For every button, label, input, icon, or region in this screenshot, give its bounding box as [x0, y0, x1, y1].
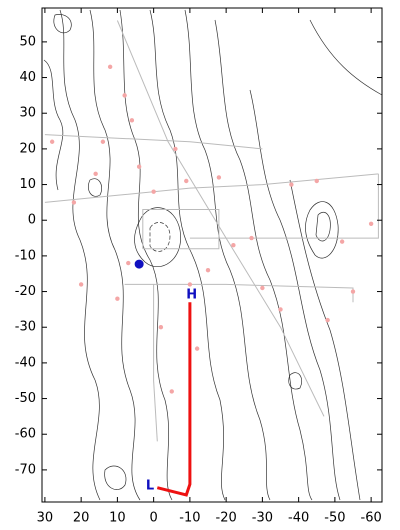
- sample-point: [151, 189, 156, 194]
- sample-point: [136, 164, 142, 169]
- track: [156, 302, 192, 497]
- y-tick-label: -30: [15, 320, 36, 335]
- sample-point: [249, 235, 254, 241]
- track: [44, 173, 379, 203]
- sample-point: [231, 242, 236, 248]
- sample-point: [368, 221, 374, 226]
- sample-point: [260, 285, 265, 291]
- y-tick-label: -40: [15, 355, 36, 370]
- sample-point: [169, 389, 174, 394]
- y-tick-label: 0: [28, 213, 36, 228]
- track: [142, 209, 220, 250]
- data-layer: [44, 20, 379, 497]
- sample-point: [278, 307, 283, 312]
- y-tick-label: 40: [19, 70, 36, 85]
- x-tick-label: -40: [288, 511, 309, 526]
- sample-point: [339, 239, 345, 244]
- y-tick-label: -10: [15, 248, 36, 263]
- track: [116, 20, 325, 417]
- sample-point: [122, 93, 127, 98]
- plot-frame: [41, 7, 383, 503]
- track: [153, 284, 158, 442]
- x-tick-label: 0: [150, 511, 158, 526]
- y-tick-label: 50: [19, 34, 36, 49]
- sample-point: [216, 175, 222, 180]
- sample-point: [158, 325, 164, 330]
- y-tick-label: -70: [15, 462, 36, 477]
- annotation: L: [146, 478, 154, 493]
- x-tick-label: -30: [252, 511, 273, 526]
- sample-point: [187, 282, 193, 287]
- x-tick-label: -10: [179, 511, 200, 526]
- x-tick-label: 10: [109, 511, 126, 526]
- y-tick-label: 30: [19, 106, 36, 121]
- sample-point: [194, 346, 200, 351]
- sample-point: [289, 182, 294, 187]
- track: [124, 283, 354, 303]
- sample-point: [350, 289, 356, 294]
- y-tick-label: 10: [19, 177, 36, 192]
- y-tick-label: -60: [15, 427, 36, 442]
- annotation: H: [186, 288, 197, 303]
- sample-point: [115, 296, 120, 301]
- track: [189, 173, 379, 239]
- sample-point: [205, 267, 211, 273]
- sample-point: [184, 178, 189, 184]
- sample-point: [100, 139, 106, 144]
- x-tick-label: -60: [361, 511, 382, 526]
- y-tick-label: -50: [15, 391, 36, 406]
- sample-point: [71, 200, 77, 205]
- position-marker: [134, 259, 144, 269]
- sample-point: [314, 178, 319, 184]
- sample-point: [173, 146, 178, 152]
- y-tick-label: -20: [15, 284, 36, 299]
- sample-point: [126, 260, 131, 266]
- sample-point: [129, 118, 135, 123]
- contours: [43, 9, 382, 501]
- x-tick-label: -50: [324, 511, 345, 526]
- sample-point: [78, 282, 84, 287]
- x-tick-label: 30: [37, 511, 54, 526]
- x-tick-label: -20: [216, 511, 237, 526]
- sample-point: [49, 139, 55, 144]
- sample-point: [93, 171, 98, 177]
- track: [44, 134, 263, 150]
- x-tick-label: 20: [73, 511, 90, 526]
- y-tick-label: 20: [19, 141, 36, 156]
- sample-point: [325, 317, 330, 323]
- sample-point: [107, 64, 113, 70]
